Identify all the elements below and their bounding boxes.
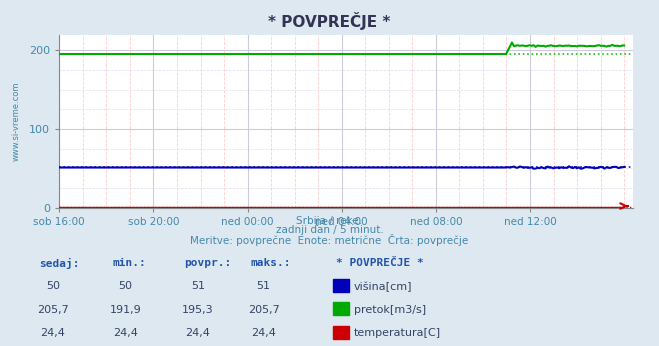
Text: povpr.:: povpr.: <box>185 258 232 268</box>
Text: 24,4: 24,4 <box>113 328 138 338</box>
Text: www.si-vreme.com: www.si-vreme.com <box>12 81 21 161</box>
Text: sedaj:: sedaj: <box>40 258 80 269</box>
Text: pretok[m3/s]: pretok[m3/s] <box>354 305 426 315</box>
Text: 24,4: 24,4 <box>251 328 276 338</box>
Text: 50: 50 <box>118 281 132 291</box>
Text: Meritve: povprečne  Enote: metrične  Črta: povprečje: Meritve: povprečne Enote: metrične Črta:… <box>190 234 469 246</box>
Text: * POVPREČJE *: * POVPREČJE * <box>268 12 391 30</box>
Text: Srbija / reke.: Srbija / reke. <box>297 216 362 226</box>
Text: 24,4: 24,4 <box>40 328 65 338</box>
Text: 50: 50 <box>45 281 60 291</box>
Text: 24,4: 24,4 <box>185 328 210 338</box>
Text: 51: 51 <box>190 281 205 291</box>
Text: temperatura[C]: temperatura[C] <box>354 328 441 338</box>
Text: maks.:: maks.: <box>250 258 291 268</box>
Text: 195,3: 195,3 <box>182 305 214 315</box>
Text: 205,7: 205,7 <box>248 305 279 315</box>
Text: 191,9: 191,9 <box>109 305 141 315</box>
Text: 205,7: 205,7 <box>37 305 69 315</box>
Text: * POVPREČJE *: * POVPREČJE * <box>336 258 424 268</box>
Text: zadnji dan / 5 minut.: zadnji dan / 5 minut. <box>275 225 384 235</box>
Text: 51: 51 <box>256 281 271 291</box>
Text: višina[cm]: višina[cm] <box>354 281 413 292</box>
Text: min.:: min.: <box>112 258 146 268</box>
